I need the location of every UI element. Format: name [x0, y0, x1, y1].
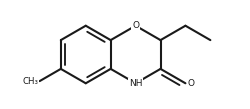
Text: NH: NH [129, 79, 142, 88]
Text: CH₃: CH₃ [22, 77, 38, 86]
Text: O: O [188, 79, 194, 88]
Text: O: O [132, 21, 139, 30]
